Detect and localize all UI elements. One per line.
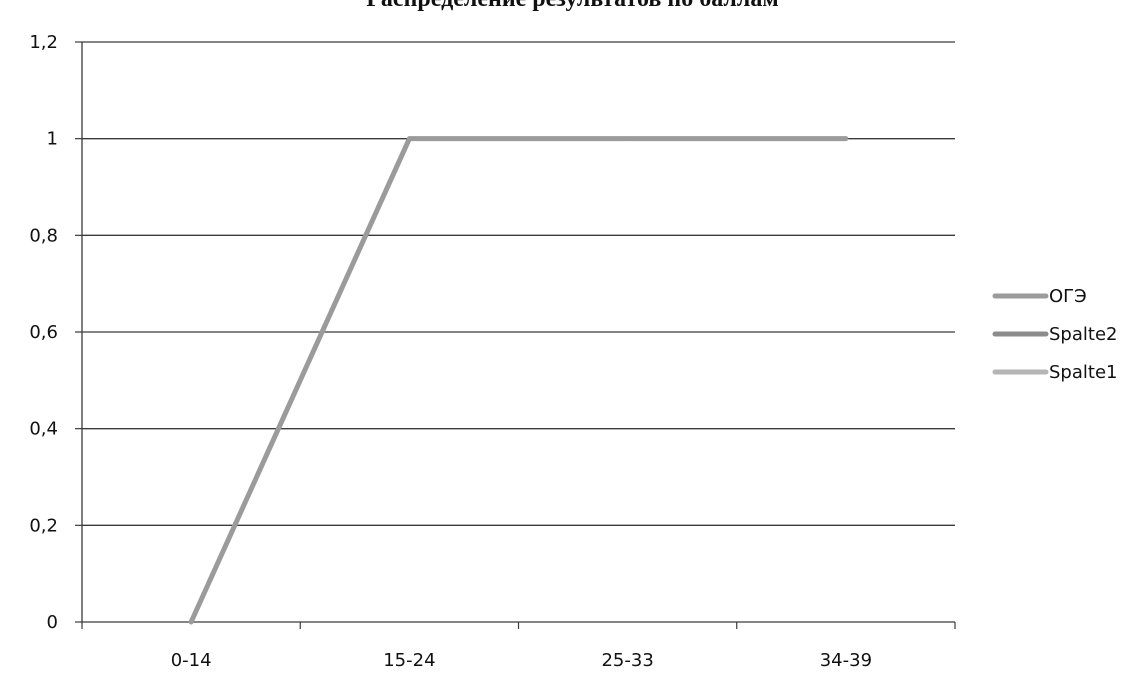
y-tick-label: 1,2 xyxy=(29,32,58,53)
y-tick-label: 0,6 xyxy=(29,322,58,343)
y-tick-label: 1 xyxy=(47,129,58,150)
legend-label: Spalte2 xyxy=(1049,324,1117,345)
y-tick-label: 0 xyxy=(47,612,58,633)
chart-title: Распределение результатов по баллам xyxy=(0,0,1145,13)
legend-label: Spalte1 xyxy=(1049,362,1117,383)
legend: ОГЭ Spalte2 Spalte1 xyxy=(992,286,1117,383)
y-tick-label: 0,8 xyxy=(29,225,58,246)
legend-label: ОГЭ xyxy=(1049,286,1087,307)
x-tick-label: 15-24 xyxy=(383,650,435,671)
data-point xyxy=(626,137,630,141)
axes xyxy=(75,41,956,629)
x-tick-label: 0-14 xyxy=(171,650,212,671)
gridlines xyxy=(82,41,955,526)
data-point xyxy=(844,137,848,141)
x-axis-ticks: 0-14 15-24 25-33 34-39 xyxy=(171,650,872,671)
y-tick-label: 0,2 xyxy=(29,515,58,536)
x-tick-label: 25-33 xyxy=(601,650,653,671)
x-tick-label: 34-39 xyxy=(820,650,872,671)
data-point xyxy=(189,620,193,624)
y-axis-ticks: 0 0,2 0,4 0,6 0,8 1 1,2 xyxy=(29,32,58,633)
y-tick-label: 0,4 xyxy=(29,419,58,440)
series-lines xyxy=(188,136,849,625)
data-point xyxy=(407,137,411,141)
series-line-0 xyxy=(188,136,849,625)
